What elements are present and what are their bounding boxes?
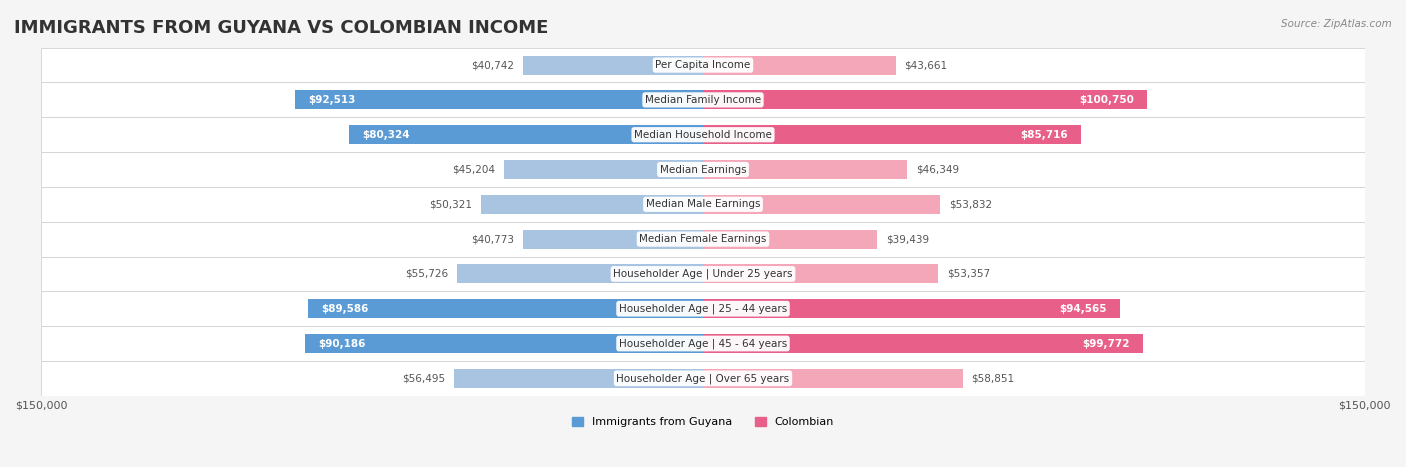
Bar (703, 125, 1081, 144)
Text: $39,439: $39,439 (886, 234, 929, 244)
FancyBboxPatch shape (41, 83, 1365, 117)
FancyBboxPatch shape (41, 361, 1365, 396)
Bar (308, 299, 703, 318)
Bar (703, 299, 1121, 318)
Text: $94,565: $94,565 (1060, 304, 1107, 314)
Text: $85,716: $85,716 (1021, 130, 1069, 140)
Text: Per Capita Income: Per Capita Income (655, 60, 751, 70)
Text: $40,742: $40,742 (471, 60, 515, 70)
Legend: Immigrants from Guyana, Colombian: Immigrants from Guyana, Colombian (568, 413, 838, 432)
Bar (349, 125, 703, 144)
Text: $100,750: $100,750 (1080, 95, 1135, 105)
Bar (523, 230, 703, 249)
Bar (305, 334, 703, 353)
Text: $89,586: $89,586 (321, 304, 368, 314)
FancyBboxPatch shape (41, 117, 1365, 152)
Bar (703, 160, 907, 179)
Text: Source: ZipAtlas.com: Source: ZipAtlas.com (1281, 19, 1392, 28)
Text: $46,349: $46,349 (917, 164, 959, 175)
FancyBboxPatch shape (41, 152, 1365, 187)
Bar (457, 264, 703, 283)
Text: $58,851: $58,851 (972, 373, 1015, 383)
FancyBboxPatch shape (41, 48, 1365, 83)
Text: $90,186: $90,186 (318, 339, 366, 348)
FancyBboxPatch shape (41, 256, 1365, 291)
Text: Median Female Earnings: Median Female Earnings (640, 234, 766, 244)
FancyBboxPatch shape (41, 326, 1365, 361)
Bar (703, 56, 896, 75)
Text: IMMIGRANTS FROM GUYANA VS COLOMBIAN INCOME: IMMIGRANTS FROM GUYANA VS COLOMBIAN INCO… (14, 19, 548, 37)
Text: Median Family Income: Median Family Income (645, 95, 761, 105)
Bar (481, 195, 703, 214)
Text: $50,321: $50,321 (429, 199, 472, 209)
Text: $53,832: $53,832 (949, 199, 993, 209)
Bar (703, 90, 1147, 109)
Bar (703, 264, 938, 283)
Text: Householder Age | 25 - 44 years: Householder Age | 25 - 44 years (619, 304, 787, 314)
Text: $55,726: $55,726 (405, 269, 449, 279)
Bar (703, 369, 963, 388)
Text: $53,357: $53,357 (948, 269, 990, 279)
FancyBboxPatch shape (41, 222, 1365, 256)
Text: $45,204: $45,204 (451, 164, 495, 175)
Text: $40,773: $40,773 (471, 234, 515, 244)
Text: Householder Age | 45 - 64 years: Householder Age | 45 - 64 years (619, 338, 787, 349)
Text: $43,661: $43,661 (904, 60, 948, 70)
Bar (503, 160, 703, 179)
Bar (454, 369, 703, 388)
Bar (295, 90, 703, 109)
Bar (703, 230, 877, 249)
Text: $56,495: $56,495 (402, 373, 444, 383)
Text: Median Male Earnings: Median Male Earnings (645, 199, 761, 209)
FancyBboxPatch shape (41, 187, 1365, 222)
Text: Householder Age | Over 65 years: Householder Age | Over 65 years (616, 373, 790, 383)
Text: Median Earnings: Median Earnings (659, 164, 747, 175)
FancyBboxPatch shape (41, 291, 1365, 326)
Bar (523, 56, 703, 75)
Text: $92,513: $92,513 (308, 95, 356, 105)
Text: Median Household Income: Median Household Income (634, 130, 772, 140)
Bar (703, 334, 1143, 353)
Text: $99,772: $99,772 (1083, 339, 1130, 348)
Bar (703, 195, 941, 214)
Text: $80,324: $80,324 (361, 130, 409, 140)
Text: Householder Age | Under 25 years: Householder Age | Under 25 years (613, 269, 793, 279)
